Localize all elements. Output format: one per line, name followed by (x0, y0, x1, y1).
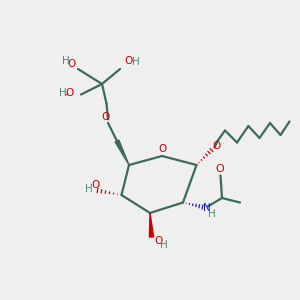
Text: H: H (85, 184, 92, 194)
Text: H: H (132, 57, 140, 68)
Text: H: H (160, 240, 167, 250)
Text: O: O (67, 58, 76, 69)
Text: O: O (65, 88, 74, 98)
Text: H: H (208, 208, 215, 219)
Text: H: H (59, 88, 67, 98)
Text: O: O (124, 56, 133, 67)
Text: H: H (61, 56, 69, 66)
Text: O: O (92, 180, 100, 190)
Text: O: O (158, 144, 167, 154)
Polygon shape (149, 213, 154, 237)
Text: O: O (212, 141, 221, 152)
Text: O: O (101, 112, 109, 122)
Text: O: O (154, 236, 162, 246)
Text: N: N (202, 202, 210, 213)
Text: -: - (64, 88, 68, 99)
Text: O: O (215, 164, 224, 174)
Polygon shape (115, 140, 129, 165)
